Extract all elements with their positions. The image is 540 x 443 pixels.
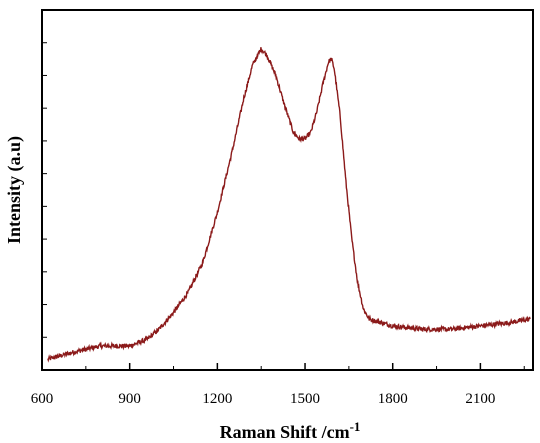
x-tick-label: 1500: [290, 391, 320, 407]
x-tick-labels: 600 900 1200 1500 1800 2100: [31, 391, 496, 407]
plot-frame: [41, 9, 534, 371]
y-axis-title: Intensity (a.u): [4, 136, 25, 244]
x-axis-title: Raman Shift /cm-1: [220, 419, 361, 442]
axis-ticks: [41, 42, 525, 370]
x-tick-label: 900: [118, 391, 141, 407]
x-tick-label: 1800: [378, 391, 408, 407]
x-tick-label: 600: [31, 391, 54, 407]
x-tick-label: 1200: [202, 391, 232, 407]
spectrum-line: [47, 47, 531, 363]
x-axis-title-text: Raman Shift /cm: [220, 422, 350, 442]
x-axis-title-superscript: -1: [350, 419, 361, 434]
x-tick-label: 2100: [465, 391, 495, 407]
